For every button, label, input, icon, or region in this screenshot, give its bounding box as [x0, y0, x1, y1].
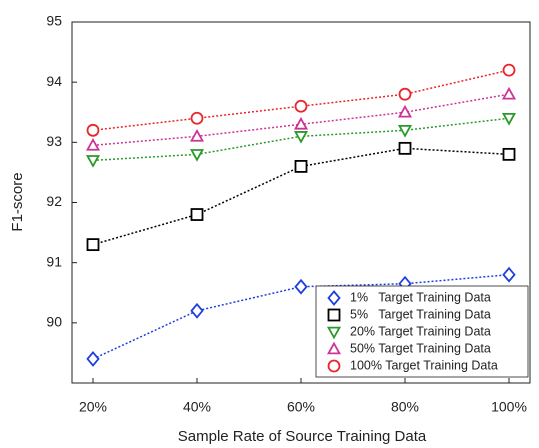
- marker: [86, 351, 100, 367]
- marker: [326, 326, 342, 340]
- marker: [86, 238, 100, 252]
- x-axis-label: Sample Rate of Source Training Data: [178, 428, 427, 445]
- marker: [326, 341, 342, 355]
- y-axis-label: F1-score: [9, 172, 26, 231]
- marker: [501, 86, 517, 100]
- y-tick-label: 91: [46, 253, 62, 269]
- marker: [501, 112, 517, 126]
- marker: [294, 159, 308, 173]
- y-tick-label: 92: [46, 193, 62, 209]
- y-tick-label: 94: [46, 73, 62, 89]
- x-tick-label: 40%: [183, 399, 211, 415]
- x-tick-label: 20%: [79, 399, 107, 415]
- marker: [85, 155, 101, 168]
- marker: [327, 308, 341, 322]
- y-tick-label: 90: [46, 314, 62, 330]
- marker: [294, 278, 308, 295]
- y-tick-label: 93: [46, 133, 62, 149]
- legend-label: 5% Target Training Data: [350, 307, 491, 321]
- marker: [502, 147, 516, 161]
- marker: [502, 266, 516, 283]
- x-tick-label: 100%: [491, 399, 527, 415]
- marker: [190, 111, 204, 125]
- marker: [294, 99, 308, 113]
- marker: [327, 290, 341, 306]
- marker: [293, 131, 309, 144]
- legend: 1% Target Training Data 5% Target Trainin…: [315, 285, 529, 378]
- marker: [293, 116, 309, 130]
- marker: [190, 302, 204, 319]
- marker: [327, 359, 341, 373]
- marker: [397, 104, 413, 118]
- marker: [397, 125, 413, 138]
- legend-label: 100% Target Training Data: [350, 358, 498, 372]
- marker: [86, 123, 100, 137]
- marker: [398, 141, 412, 155]
- x-tick-label: 80%: [391, 399, 419, 415]
- y-tick-label: 95: [46, 13, 62, 29]
- marker: [190, 208, 204, 221]
- marker: [502, 63, 516, 77]
- legend-label: 50% Target Training Data: [350, 341, 491, 355]
- legend-box: [315, 285, 529, 378]
- marker: [85, 137, 101, 151]
- series-line: [92, 147, 510, 246]
- legend-label: 1% Target Training Data: [350, 290, 491, 304]
- marker: [189, 149, 205, 162]
- x-tick-label: 60%: [287, 399, 315, 415]
- legend-label: 20% Target Training Data: [350, 324, 491, 338]
- marker: [398, 87, 412, 101]
- marker: [189, 128, 205, 142]
